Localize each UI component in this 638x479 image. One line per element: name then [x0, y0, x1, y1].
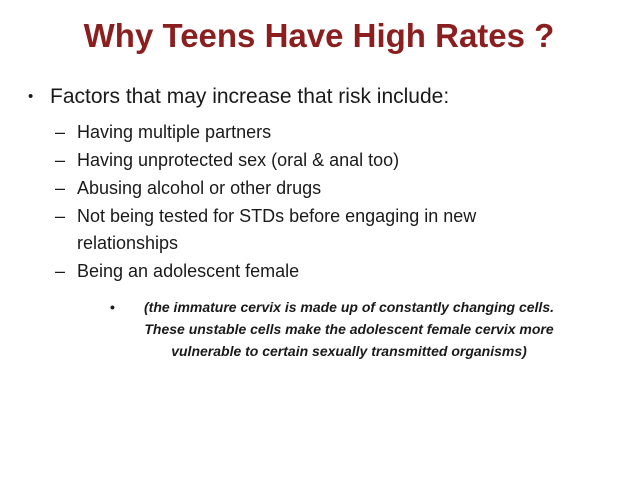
dash-icon: – — [55, 261, 66, 281]
sub-bullet-item: – Not being tested for STDs before engag… — [55, 203, 638, 257]
bullet-item: • Factors that may increase that risk in… — [28, 84, 638, 110]
dash-icon: – — [55, 150, 66, 170]
bullet-icon: • — [28, 88, 34, 105]
sub-bullet-list: – Having multiple partners – Having unpr… — [0, 119, 638, 285]
bullet-icon: • — [110, 299, 115, 315]
sub-bullet-item-label: Not being tested for STDs before engagin… — [77, 206, 477, 253]
bullet-item-label: Factors that may increase that risk incl… — [50, 85, 450, 108]
sub-bullet-item: – Abusing alcohol or other drugs — [55, 175, 638, 202]
sub-bullet-item-label: Being an adolescent female — [77, 261, 300, 281]
slide-title: Why Teens Have High Rates ? — [83, 17, 555, 54]
dash-icon: – — [55, 206, 66, 226]
dash-icon: – — [55, 122, 66, 142]
sub-bullet-item-label: Abusing alcohol or other drugs — [77, 178, 322, 198]
sub-bullet-item: – Having unprotected sex (oral & anal to… — [55, 147, 638, 174]
sub-bullet-item-label: Having multiple partners — [77, 122, 272, 142]
note-text: (the immature cervix is made up of const… — [144, 299, 554, 359]
sub-bullet-item: – Being an adolescent female — [55, 258, 638, 285]
note-item: • (the immature cervix is made up of con… — [110, 296, 638, 362]
sub-bullet-item-label: Having unprotected sex (oral & anal too) — [77, 150, 400, 170]
sub-bullet-item: – Having multiple partners — [55, 119, 638, 146]
dash-icon: – — [55, 178, 66, 198]
